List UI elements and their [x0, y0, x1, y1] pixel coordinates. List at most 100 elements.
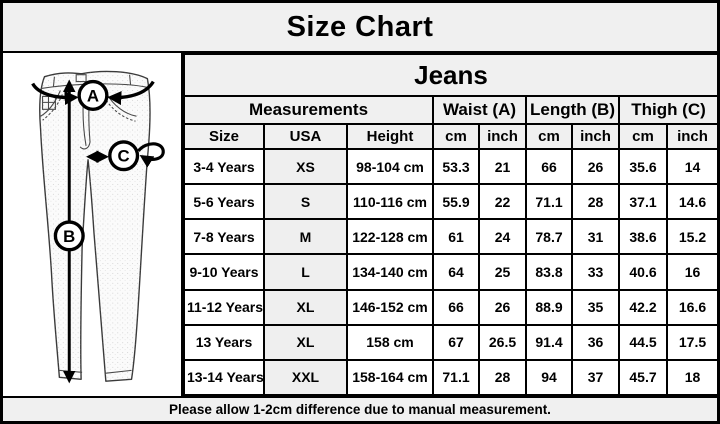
size-cell: XXL	[263, 358, 348, 397]
height-col-header: Height	[346, 123, 434, 150]
page-title: Size Chart	[286, 10, 434, 43]
size-cell: 37.1	[618, 183, 668, 221]
waist-cm-header: cm	[432, 123, 480, 150]
size-cell: 5-6 Years	[183, 183, 265, 221]
waist-arrow-right	[107, 80, 155, 106]
size-cell: 67	[432, 323, 480, 361]
size-cell: 37	[571, 358, 620, 397]
size-cell: 71.1	[432, 358, 480, 397]
size-cell: 16.6	[666, 288, 717, 326]
size-cell: 36	[571, 323, 620, 361]
size-cell: 9-10 Years	[183, 253, 265, 291]
waist-header: Waist (A)	[432, 95, 527, 125]
size-cell: 122-128 cm	[346, 218, 434, 256]
size-cell: 110-116 cm	[346, 183, 434, 221]
size-cell: 134-140 cm	[346, 253, 434, 291]
size-cell: 11-12 Years	[183, 288, 265, 326]
size-row: 5-6 Years S 110-116 cm 55.9 22 71.1 28 37.1 14.6	[183, 183, 717, 221]
left-pocket-line	[40, 90, 61, 117]
size-cell: 61	[432, 218, 480, 256]
size-cell: 64	[432, 253, 480, 291]
waist-arrow-left	[31, 82, 79, 106]
size-cell: 15.2	[666, 218, 717, 256]
size-cell: S	[263, 183, 348, 221]
measurements-header: Measurements	[183, 95, 434, 125]
size-cell: M	[263, 218, 348, 256]
measurement-diagram: A C B	[3, 53, 183, 396]
size-cell: 98-104 cm	[346, 147, 434, 186]
size-row: 13 Years XL 158 cm 67 26.5 91.4 36 44.5 17.5	[183, 323, 717, 361]
size-cell: 78.7	[525, 218, 573, 256]
size-cell: 26	[478, 288, 527, 326]
size-row: 7-8 Years M 122-128 cm 61 24 78.7 31 38.6 15.2	[183, 218, 717, 256]
thigh-header: Thigh (C)	[618, 95, 717, 125]
svg-text:C: C	[118, 147, 130, 166]
size-cell: 66	[525, 147, 573, 186]
size-cell: XL	[263, 288, 348, 326]
size-cell: XS	[263, 147, 348, 186]
size-cell: 28	[478, 358, 527, 397]
size-cell: 35.6	[618, 147, 668, 186]
size-cell: 14.6	[666, 183, 717, 221]
size-cell: 91.4	[525, 323, 573, 361]
size-table-body: 3-4 Years XS 98-104 cm 53.3 21 66 26 35.6 14 5-6 …	[183, 147, 717, 397]
group-header-row: Measurements Waist (A) Length (B) Thigh …	[183, 95, 717, 125]
usa-col-header: USA	[263, 123, 348, 150]
measurement-markers: A C B	[53, 79, 140, 252]
size-cell: 158-164 cm	[346, 358, 434, 397]
size-cell: 13-14 Years	[183, 358, 265, 397]
size-cell: 14	[666, 147, 717, 186]
waist-marker-a: A	[77, 79, 109, 111]
product-header-row: Jeans	[183, 53, 717, 97]
size-table-container: Jeans Measurements Waist (A) Length (B) …	[183, 53, 717, 397]
size-row: 11-12 Years XL 146-152 cm 66 26 88.9 35 42.2 16.…	[183, 288, 717, 326]
length-header: Length (B)	[525, 95, 620, 125]
size-cell: 31	[571, 218, 620, 256]
size-cell: XL	[263, 323, 348, 361]
size-cell: 16	[666, 253, 717, 291]
size-row: 13-14 Years XXL 158-164 cm 71.1 28 94 37 45.7 18	[183, 358, 717, 397]
product-title: Jeans	[183, 53, 717, 97]
content-area: A C B	[3, 53, 717, 397]
size-cell: 3-4 Years	[183, 147, 265, 186]
size-cell: 24	[478, 218, 527, 256]
svg-text:A: A	[87, 86, 99, 105]
size-cell: 94	[525, 358, 573, 397]
size-cell: 83.8	[525, 253, 573, 291]
thigh-cm-header: cm	[618, 123, 668, 150]
size-cell: 28	[571, 183, 620, 221]
title-bar: Size Chart	[3, 3, 717, 53]
size-cell: 42.2	[618, 288, 668, 326]
size-cell: 40.6	[618, 253, 668, 291]
size-cell: 45.7	[618, 358, 668, 397]
size-table: Jeans Measurements Waist (A) Length (B) …	[183, 53, 717, 397]
size-cell: 88.9	[525, 288, 573, 326]
length-marker-b: B	[53, 220, 85, 252]
size-col-header: Size	[183, 123, 265, 150]
size-cell: 26.5	[478, 323, 527, 361]
thigh-inch-header: inch	[666, 123, 717, 150]
size-row: 3-4 Years XS 98-104 cm 53.3 21 66 26 35.6 14	[183, 147, 717, 186]
size-cell: 66	[432, 288, 480, 326]
thigh-wrap-arrow	[137, 142, 165, 168]
size-cell: 26	[571, 147, 620, 186]
size-cell: 146-152 cm	[346, 288, 434, 326]
size-cell: 71.1	[525, 183, 573, 221]
size-cell: 7-8 Years	[183, 218, 265, 256]
size-cell: 21	[478, 147, 527, 186]
svg-text:B: B	[63, 227, 75, 246]
size-cell: 13 Years	[183, 323, 265, 361]
size-cell: 18	[666, 358, 717, 397]
right-hem-line	[104, 369, 132, 374]
size-cell: 17.5	[666, 323, 717, 361]
jeans-illustration-svg: A C B	[31, 70, 165, 384]
thigh-marker-c: C	[108, 140, 140, 172]
size-cell: 38.6	[618, 218, 668, 256]
size-cell: L	[263, 253, 348, 291]
size-cell: 158 cm	[346, 323, 434, 361]
size-cell: 33	[571, 253, 620, 291]
sub-header-row: Size USA Height cm inch cm inch cm inch	[183, 123, 717, 150]
belt-loop-right	[129, 74, 132, 85]
right-pocket-stitch	[103, 96, 136, 122]
